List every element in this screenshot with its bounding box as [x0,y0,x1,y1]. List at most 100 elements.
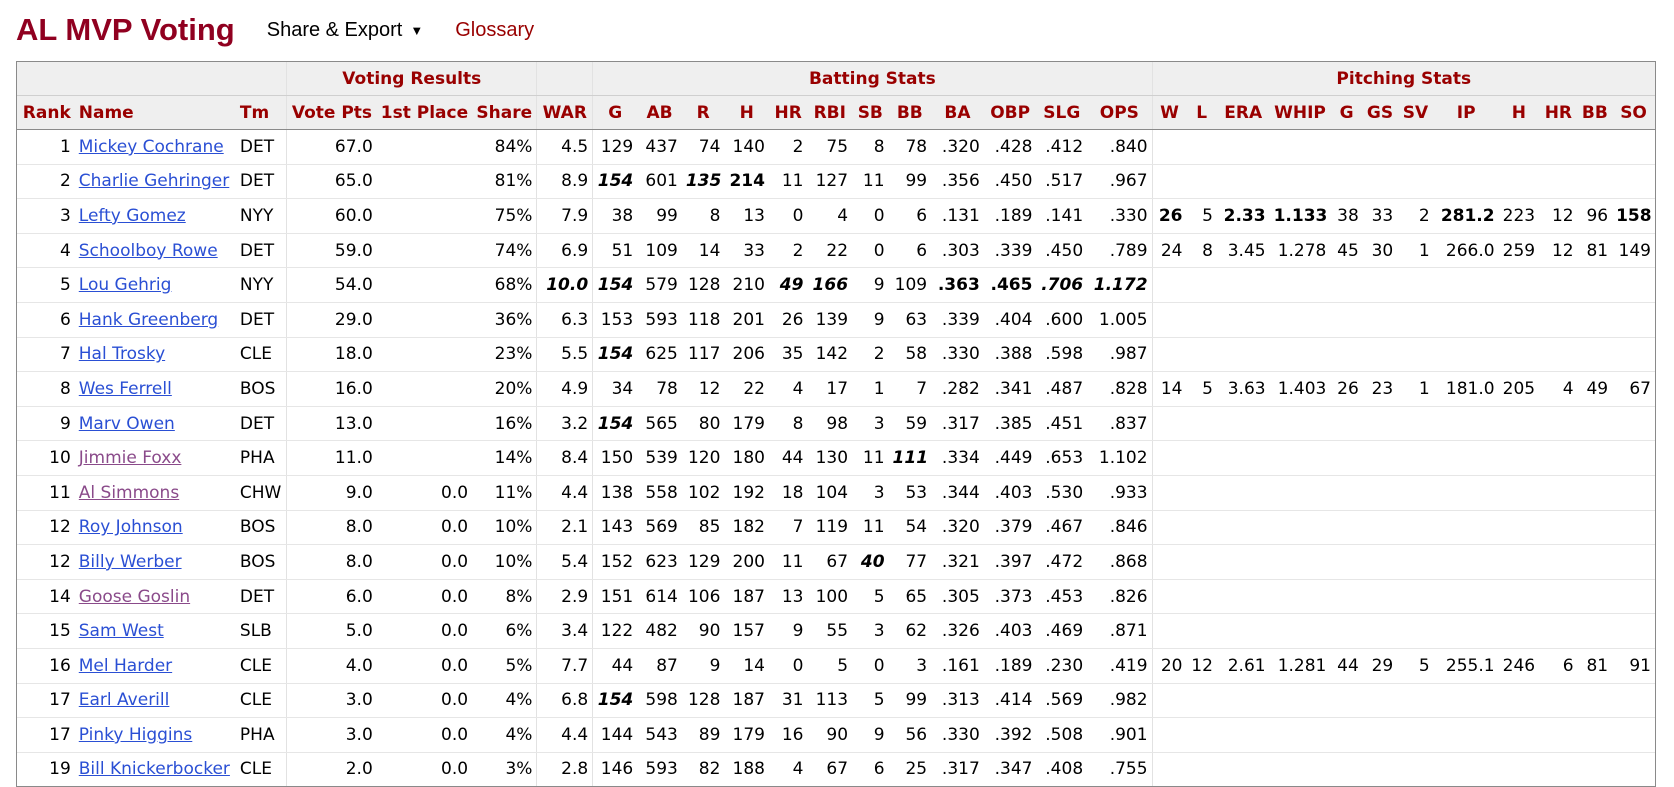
player-link[interactable]: Mel Harder [78,655,173,676]
table-cell [376,337,473,373]
table-cell: 18 [768,475,808,511]
table-cell: .388 [983,337,1037,373]
column-header[interactable]: BB [888,95,932,130]
player-link[interactable]: Goose Goslin [78,586,191,607]
table-cell: .404 [983,302,1037,338]
table-cell: 59.0 [286,233,377,269]
column-header[interactable]: WAR [536,95,593,130]
column-header[interactable]: HR [768,95,808,130]
table-cell: 33 [724,233,769,269]
table-cell [1269,337,1331,373]
table-cell: 91 [1612,648,1655,684]
table-cell: 166 [807,267,853,303]
column-header[interactable]: ERA [1216,95,1270,130]
table-cell: 3.4 [536,613,593,649]
table-cell: 601 [637,164,682,200]
table-cell: 26 [1151,198,1187,234]
column-header[interactable]: H [1498,95,1540,130]
table-cell [1612,683,1655,719]
column-header[interactable]: Rank [17,95,75,130]
table-cell: 44 [1330,648,1363,684]
table-cell: 154 [592,164,638,200]
player-link[interactable]: Wes Ferrell [78,378,172,399]
table-cell [1151,302,1187,338]
table-cell: 201 [724,302,769,338]
player-link[interactable]: Mickey Cochrane [78,136,224,157]
table-cell: 0.0 [376,579,473,615]
table-cell: 179 [724,406,769,442]
player-link[interactable]: Hal Trosky [78,344,166,365]
table-cell: 8 [768,406,808,442]
column-header[interactable]: R [681,95,725,130]
column-header[interactable]: W [1151,95,1187,130]
column-header[interactable]: Tm [235,95,287,130]
column-header[interactable]: AB [637,95,682,130]
column-header[interactable]: L [1186,95,1217,130]
column-header[interactable]: Vote Pts [286,95,377,130]
player-link[interactable]: Al Simmons [78,482,180,503]
glossary-link[interactable]: Glossary [455,18,535,41]
column-header[interactable]: SLG [1036,95,1088,130]
column-header[interactable]: OPS [1087,95,1153,130]
table-cell [1151,475,1187,511]
table-cell: 117 [681,337,725,373]
table-cell [1498,683,1540,719]
column-header[interactable]: BA [931,95,984,130]
player-link[interactable]: Hank Greenberg [78,309,219,330]
group-voting-results: Voting Results [286,62,537,96]
column-header[interactable]: SO [1612,95,1655,130]
player-link[interactable]: Pinky Higgins [78,724,193,745]
table-cell: 6.9 [536,233,593,269]
player-link[interactable]: Marv Owen [78,413,175,434]
player-link[interactable]: Lou Gehrig [78,275,172,296]
table-cell [1577,406,1613,442]
column-header[interactable]: SB [852,95,889,130]
player-link[interactable]: Jimmie Foxx [78,448,182,469]
player-link[interactable]: Roy Johnson [78,517,183,538]
table-cell [1186,510,1217,546]
table-cell: DET [235,406,287,442]
table-cell: .397 [983,544,1037,580]
table-cell [1539,302,1578,338]
column-header[interactable]: IP [1433,95,1499,130]
table-cell: 188 [732,759,765,780]
player-link[interactable]: Sam West [78,621,164,642]
column-header[interactable]: Share [472,95,537,130]
column-header[interactable]: G [592,95,638,130]
player-link[interactable]: Earl Averill [78,690,170,711]
table-cell: 266.0 [1433,233,1499,269]
player-link[interactable]: Billy Werber [78,551,182,572]
table-cell: .465 [983,267,1037,303]
table-cell [1612,440,1655,476]
table-cell: 154 [592,406,638,442]
column-header[interactable]: SV [1397,95,1434,130]
column-header[interactable]: RBI [807,95,853,130]
column-header[interactable]: Name [74,95,236,130]
table-cell: 3.0 [286,717,377,753]
player-link[interactable]: Lefty Gomez [78,205,186,226]
table-row: 17 Earl Averill CLE 3.0 0.0 4% 6.8 154 598 128 187… [17,683,1655,719]
table-cell [1397,164,1434,200]
table-cell: .828 [1087,371,1153,407]
column-header[interactable]: WHIP [1269,95,1331,130]
player-link[interactable]: Schoolboy Rowe [78,240,218,261]
share-export-menu[interactable]: Share & Export ▼ [267,19,424,42]
table-cell: DET [235,233,287,269]
column-header[interactable]: 1st Place [376,95,473,130]
table-cell: 0 [768,198,808,234]
column-header[interactable]: GS [1362,95,1398,130]
table-cell: 23% [472,337,537,373]
player-link[interactable]: Bill Knickerbocker [78,759,230,780]
column-header[interactable]: HR [1539,95,1578,130]
table-cell: .450 [983,164,1037,200]
table-cell: SLB [235,613,287,649]
column-header[interactable]: G [1330,95,1363,130]
player-link[interactable]: Charlie Gehringer [78,171,230,192]
column-header[interactable]: OBP [983,95,1037,130]
table-cell: 29.0 [286,302,377,338]
column-header[interactable]: BB [1577,95,1613,130]
column-header[interactable]: H [724,95,769,130]
table-cell: 75% [472,198,537,234]
table-cell [1330,510,1363,546]
table-cell: .403 [983,475,1037,511]
